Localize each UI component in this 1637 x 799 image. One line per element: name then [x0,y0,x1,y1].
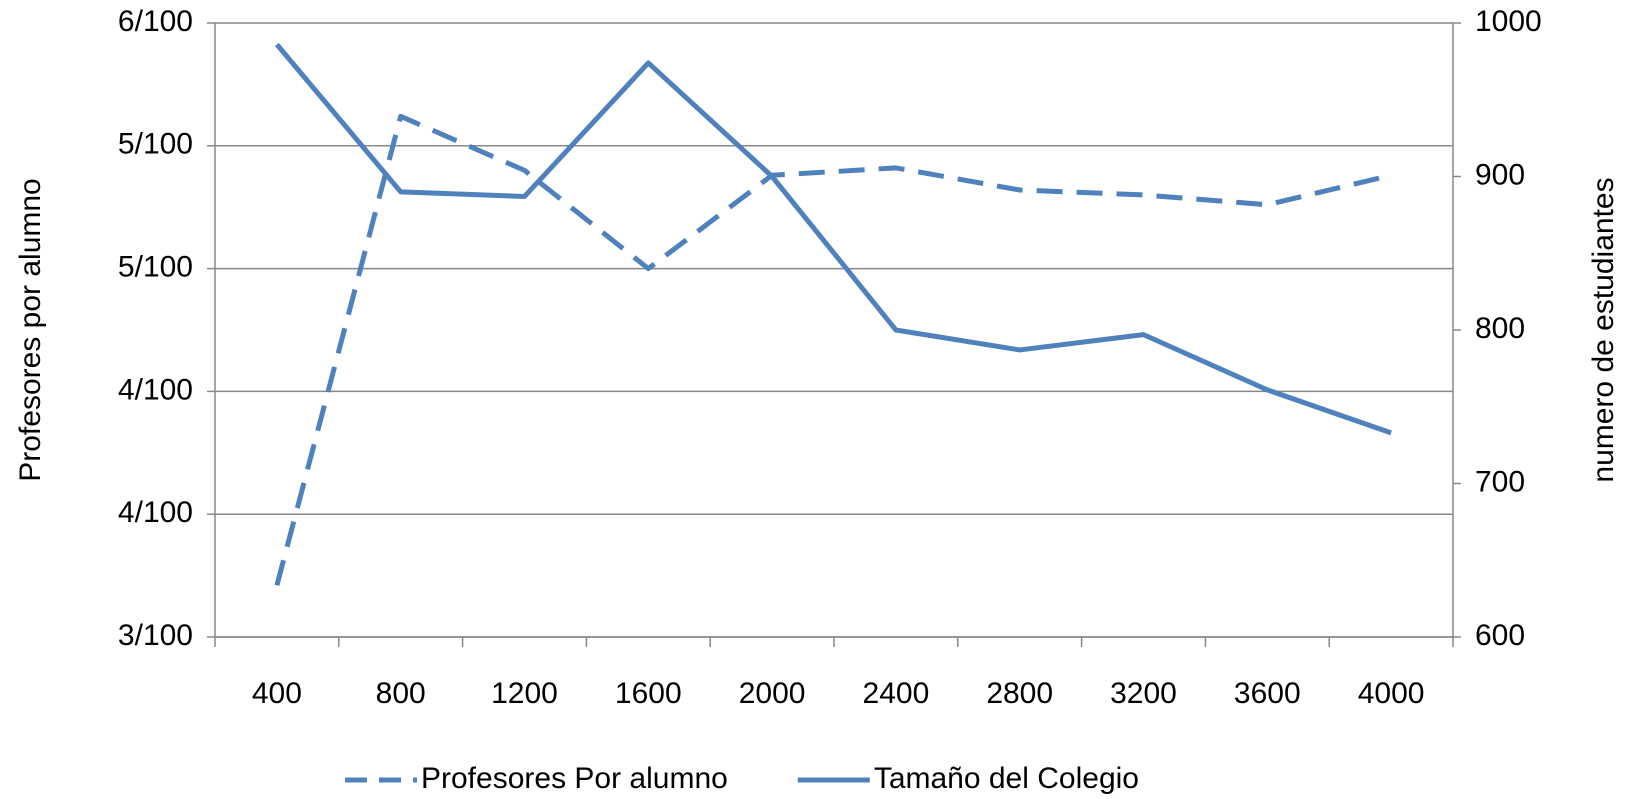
y-tick-label: 3/100 [118,619,193,652]
x-tick-label: 2400 [863,677,930,710]
x-tick-label: 1600 [615,677,682,710]
y2-tick-label: 700 [1475,465,1525,498]
y2-tick-label: 600 [1475,619,1525,652]
x-tick-label: 3200 [1110,677,1177,710]
x-tick-label: 800 [376,677,426,710]
x-tick-label: 1200 [491,677,558,710]
x-tick-label: 400 [252,677,302,710]
line-series [274,113,1392,587]
y-tick-label: 5/100 [118,128,193,161]
x-tick-label: 2800 [986,677,1053,710]
x-tick-label: 4000 [1358,677,1425,710]
legend-label: Tamaño del Colegio [874,762,1139,795]
x-tick-label: 2000 [739,677,806,710]
y2-axis-title: numero de estudiantes [1587,177,1620,482]
y-axis-title: Profesores por alumno [14,178,47,482]
y-tick-label: 4/100 [118,373,193,406]
y2-tick-label: 1000 [1475,5,1542,38]
x-tick-label: 3600 [1234,677,1301,710]
y2-tick-label: 900 [1475,158,1525,191]
y-tick-label: 5/100 [118,251,193,284]
legend-label: Profesores Por alumno [421,762,728,795]
y-tick-label: 6/100 [118,5,193,38]
line-series [274,42,1392,436]
y2-tick-label: 800 [1475,312,1525,345]
y-tick-label: 4/100 [118,496,193,529]
